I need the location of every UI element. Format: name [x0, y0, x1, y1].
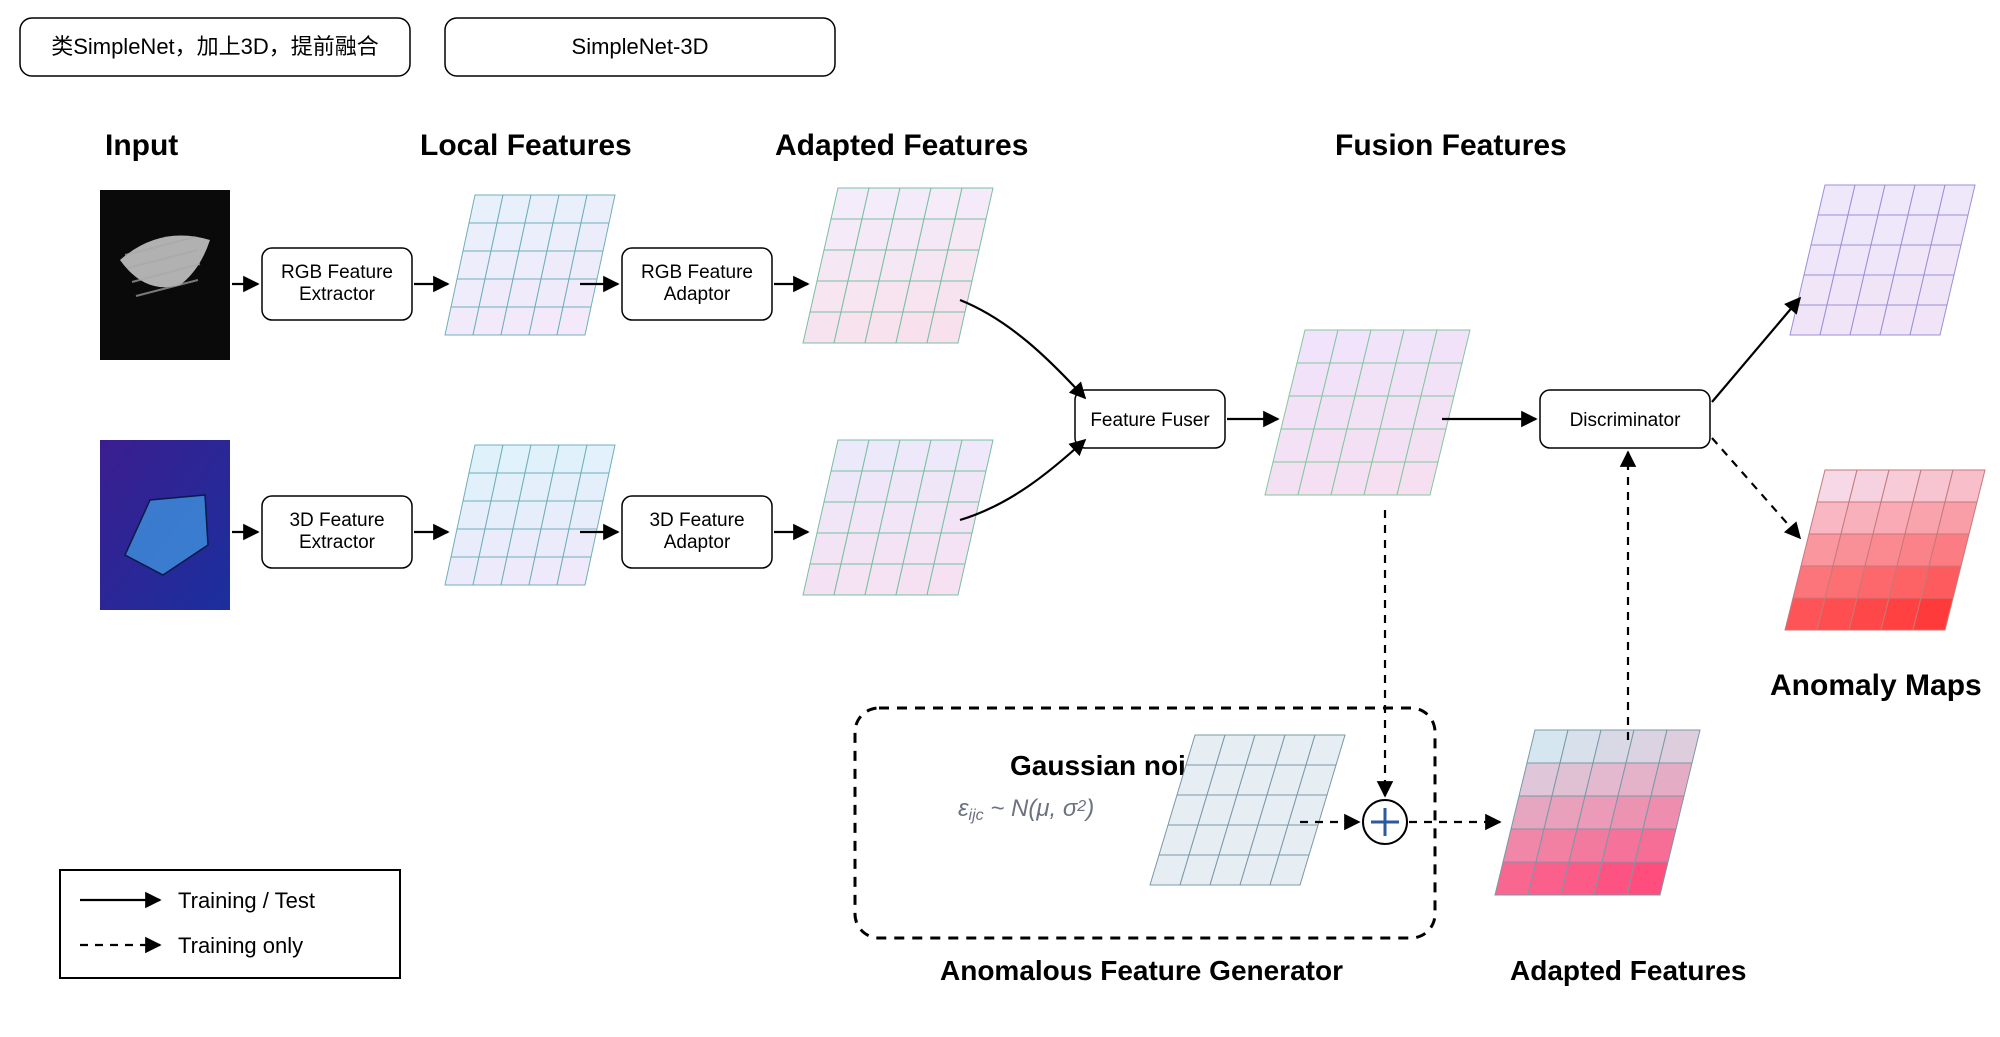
output-anomaly-map-bottom [1785, 470, 1985, 630]
input-3d-image [100, 440, 230, 610]
svg-text:Extractor: Extractor [299, 532, 376, 553]
title-box-right: SimpleNet-3D [445, 18, 835, 76]
heading-local: Local Features [420, 129, 632, 162]
heading-input: Input [105, 129, 178, 162]
title-left-text: 类SimpleNet，加上3D，提前融合 [51, 34, 379, 59]
adapted-features-rgb-grid [803, 188, 993, 343]
svg-text:Feature Fuser: Feature Fuser [1090, 410, 1210, 431]
heading-fusion: Fusion Features [1335, 129, 1567, 162]
heading-anom-gen: Anomalous Feature Generator [940, 955, 1343, 986]
feature-fuser-block: Feature Fuser [1075, 390, 1225, 448]
d3-adaptor-block: 3D Feature Adaptor [622, 496, 772, 568]
svg-text:RGB Feature: RGB Feature [281, 262, 393, 283]
title-box-left: 类SimpleNet，加上3D，提前融合 [20, 18, 410, 76]
svg-text:RGB Feature: RGB Feature [641, 262, 753, 283]
fusion-features-grid [1265, 330, 1470, 495]
gaussian-formula: εijc ~ N(μ, σ2) [958, 795, 1094, 824]
local-features-rgb-grid [445, 195, 615, 335]
legend-train-only: Training only [178, 933, 303, 958]
svg-text:Adaptor: Adaptor [664, 284, 731, 305]
anomalous-adapted-features-grid [1495, 730, 1700, 895]
heading-anomaly-maps: Anomaly Maps [1770, 669, 1982, 702]
svg-text:Extractor: Extractor [299, 284, 376, 305]
legend: Training / Test Training only [60, 870, 400, 978]
output-anomaly-map-top [1790, 185, 1975, 335]
d3-extractor-block: 3D Feature Extractor [262, 496, 412, 568]
svg-text:Discriminator: Discriminator [1570, 410, 1682, 431]
add-node [1363, 800, 1407, 844]
svg-text:3D Feature: 3D Feature [289, 510, 384, 531]
rgb-adaptor-block: RGB Feature Adaptor [622, 248, 772, 320]
title-right-text: SimpleNet-3D [572, 34, 709, 59]
svg-text:Adaptor: Adaptor [664, 532, 731, 553]
rgb-extractor-block: RGB Feature Extractor [262, 248, 412, 320]
legend-train-test: Training / Test [178, 888, 315, 913]
heading-adapted: Adapted Features [775, 129, 1028, 162]
discriminator-block: Discriminator [1540, 390, 1710, 448]
local-features-3d-grid [445, 445, 615, 585]
input-rgb-image [100, 190, 230, 360]
svg-text:3D Feature: 3D Feature [649, 510, 744, 531]
heading-anom-adapted: Adapted Features [1510, 955, 1747, 986]
